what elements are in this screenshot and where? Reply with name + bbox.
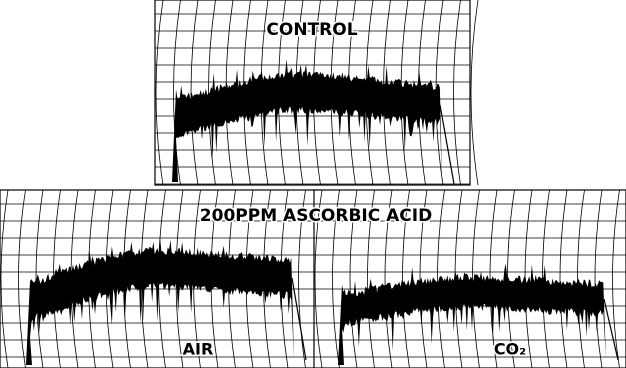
control-label: CONTROL xyxy=(266,20,357,40)
air-label: AIR xyxy=(183,340,214,359)
treatment-label: 200PPM ASCORBIC ACID xyxy=(200,206,432,226)
figure: CONTROL 200PPM ASCORBIC ACID AIR CO₂ xyxy=(0,0,626,368)
grids xyxy=(0,0,626,368)
co2-label: CO₂ xyxy=(494,340,526,359)
grid-arc xyxy=(471,0,478,185)
